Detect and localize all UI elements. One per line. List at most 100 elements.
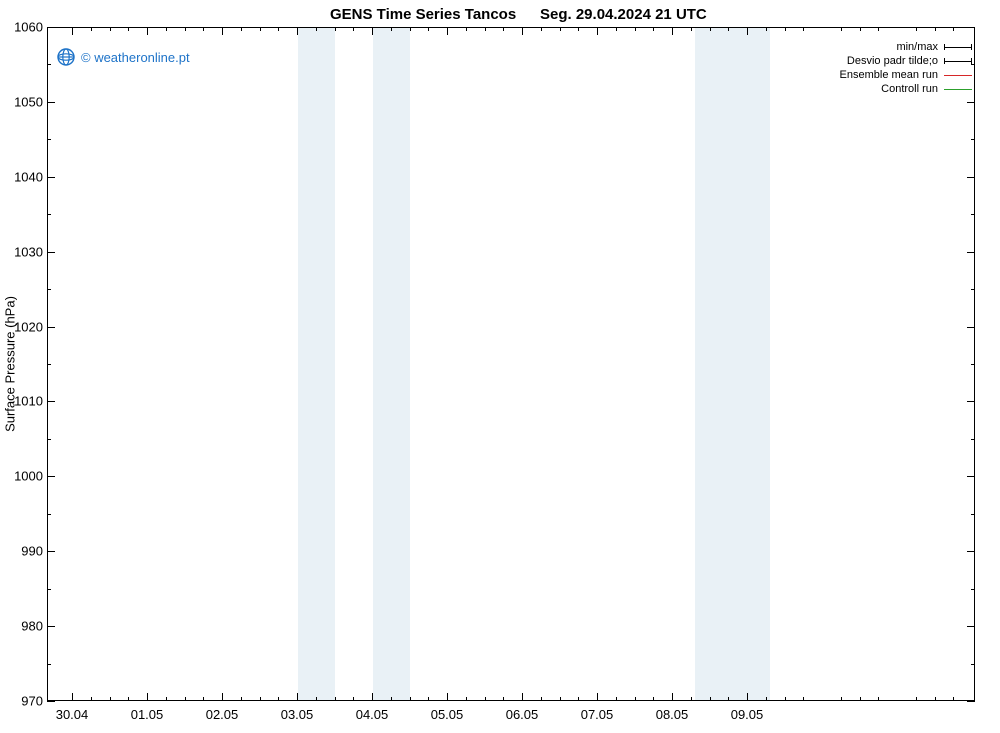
- xtick-mark: [72, 693, 73, 701]
- legend-swatch: [944, 42, 972, 52]
- ytick-mark: [47, 551, 55, 552]
- xtick-minor-mark: [841, 697, 842, 701]
- xtick-minor-mark: [728, 697, 729, 701]
- xtick-minor-mark: [860, 27, 861, 31]
- xtick-minor-mark: [428, 697, 429, 701]
- globe-icon: [57, 48, 75, 66]
- xtick-mark: [672, 693, 673, 701]
- ytick-mark: [967, 252, 975, 253]
- plot-area: [47, 27, 975, 701]
- xtick-minor-mark: [110, 27, 111, 31]
- xtick-mark: [222, 27, 223, 35]
- legend-item: Desvio padr tilde;o: [840, 54, 972, 68]
- xtick-mark: [222, 693, 223, 701]
- xtick-minor-mark: [485, 697, 486, 701]
- xtick-mark: [372, 27, 373, 35]
- ytick-label: 1060: [3, 20, 43, 35]
- xtick-mark: [297, 693, 298, 701]
- xtick-label: 05.05: [431, 707, 464, 722]
- ytick-minor-mark: [971, 664, 975, 665]
- xtick-mark: [597, 693, 598, 701]
- ytick-minor-mark: [47, 364, 51, 365]
- xtick-mark: [147, 27, 148, 35]
- xtick-minor-mark: [428, 27, 429, 31]
- ytick-mark: [47, 701, 55, 702]
- ytick-label: 1050: [3, 94, 43, 109]
- xtick-label: 01.05: [131, 707, 164, 722]
- xtick-minor-mark: [653, 697, 654, 701]
- shaded-band: [373, 28, 410, 700]
- xtick-label: 08.05: [656, 707, 689, 722]
- ytick-mark: [47, 327, 55, 328]
- xtick-minor-mark: [503, 697, 504, 701]
- xtick-minor-mark: [953, 27, 954, 31]
- xtick-minor-mark: [841, 27, 842, 31]
- legend-item: Ensemble mean run: [840, 68, 972, 82]
- ytick-label: 980: [3, 619, 43, 634]
- ytick-minor-mark: [47, 514, 51, 515]
- legend-item: min/max: [840, 40, 972, 54]
- xtick-minor-mark: [353, 27, 354, 31]
- xtick-label: 04.05: [356, 707, 389, 722]
- xtick-minor-mark: [410, 27, 411, 31]
- xtick-minor-mark: [91, 697, 92, 701]
- legend-label: Ensemble mean run: [840, 68, 938, 82]
- ytick-mark: [967, 551, 975, 552]
- ytick-minor-mark: [47, 439, 51, 440]
- xtick-minor-mark: [710, 697, 711, 701]
- xtick-minor-mark: [878, 697, 879, 701]
- xtick-minor-mark: [241, 697, 242, 701]
- legend-swatch: [944, 70, 972, 80]
- xtick-minor-mark: [316, 27, 317, 31]
- chart-title-right: Seg. 29.04.2024 21 UTC: [540, 6, 707, 23]
- xtick-mark: [72, 27, 73, 35]
- ytick-minor-mark: [971, 439, 975, 440]
- ytick-mark: [47, 177, 55, 178]
- xtick-mark: [522, 693, 523, 701]
- legend-item: Controll run: [840, 82, 972, 96]
- ytick-mark: [47, 401, 55, 402]
- shaded-band: [298, 28, 335, 700]
- shaded-band: [695, 28, 770, 700]
- ytick-label: 1030: [3, 244, 43, 259]
- xtick-minor-mark: [541, 697, 542, 701]
- watermark: © weatheronline.pt: [57, 48, 190, 66]
- ytick-label: 1040: [3, 169, 43, 184]
- xtick-minor-mark: [635, 697, 636, 701]
- xtick-minor-mark: [653, 27, 654, 31]
- xtick-minor-mark: [541, 27, 542, 31]
- xtick-minor-mark: [241, 27, 242, 31]
- xtick-minor-mark: [785, 27, 786, 31]
- ytick-mark: [967, 626, 975, 627]
- xtick-mark: [747, 27, 748, 35]
- xtick-minor-mark: [691, 27, 692, 31]
- xtick-minor-mark: [860, 697, 861, 701]
- xtick-minor-mark: [335, 27, 336, 31]
- xtick-mark: [297, 27, 298, 35]
- xtick-minor-mark: [916, 697, 917, 701]
- ytick-minor-mark: [47, 64, 51, 65]
- xtick-label: 07.05: [581, 707, 614, 722]
- xtick-minor-mark: [316, 697, 317, 701]
- xtick-minor-mark: [691, 697, 692, 701]
- chart-title-left: GENS Time Series Tancos: [330, 6, 516, 23]
- xtick-mark: [372, 693, 373, 701]
- xtick-minor-mark: [128, 27, 129, 31]
- ytick-minor-mark: [971, 364, 975, 365]
- xtick-minor-mark: [560, 697, 561, 701]
- xtick-minor-mark: [710, 27, 711, 31]
- ytick-label: 1020: [3, 319, 43, 334]
- ytick-mark: [967, 327, 975, 328]
- xtick-minor-mark: [485, 27, 486, 31]
- xtick-minor-mark: [578, 27, 579, 31]
- xtick-minor-mark: [260, 27, 261, 31]
- xtick-mark: [147, 693, 148, 701]
- xtick-minor-mark: [785, 697, 786, 701]
- xtick-label: 06.05: [506, 707, 539, 722]
- ytick-minor-mark: [971, 214, 975, 215]
- ytick-mark: [47, 102, 55, 103]
- xtick-minor-mark: [391, 27, 392, 31]
- ytick-mark: [47, 476, 55, 477]
- xtick-minor-mark: [185, 697, 186, 701]
- xtick-minor-mark: [635, 27, 636, 31]
